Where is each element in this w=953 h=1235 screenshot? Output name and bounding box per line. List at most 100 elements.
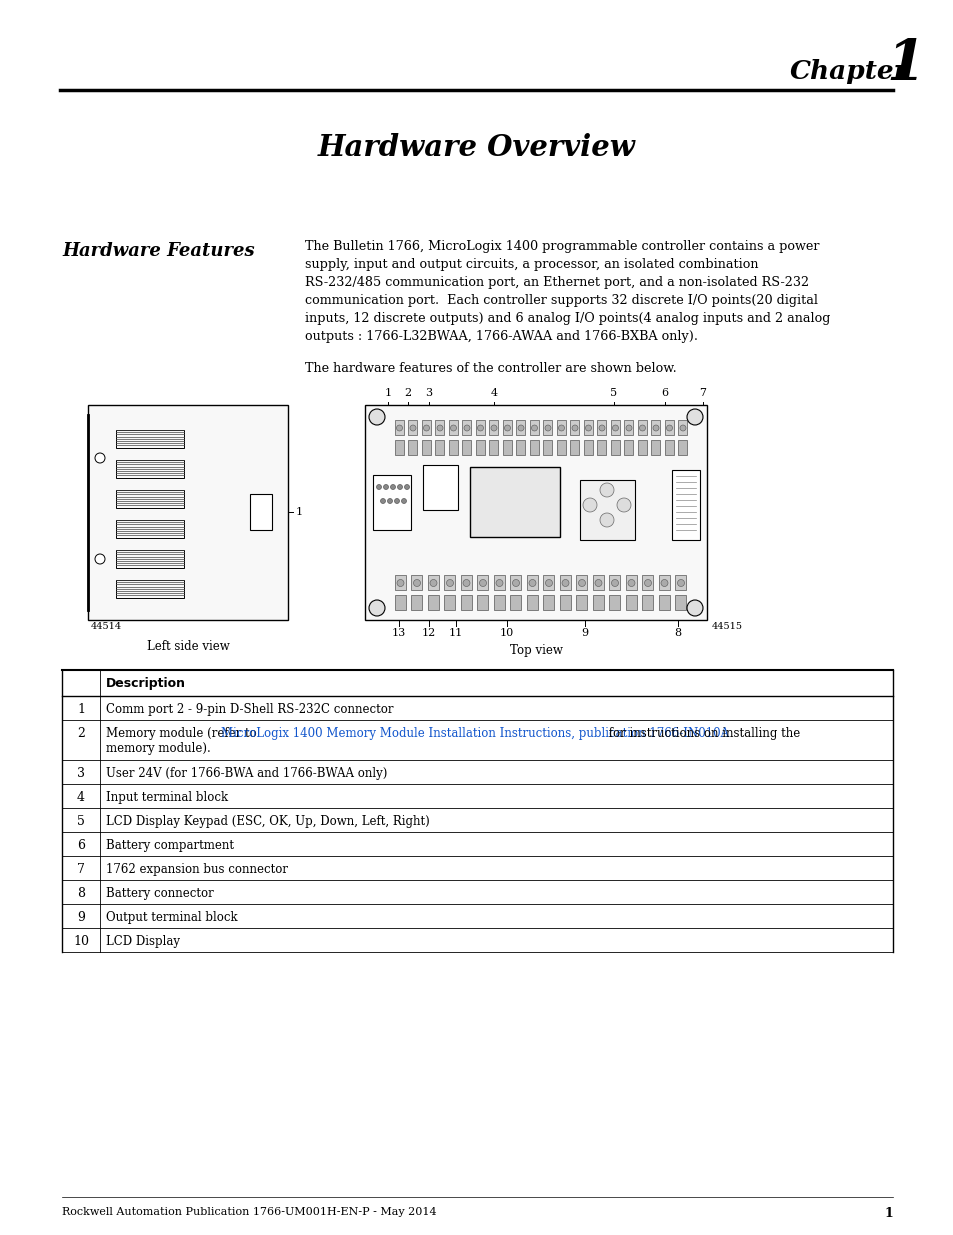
Circle shape — [401, 499, 406, 504]
Circle shape — [660, 579, 667, 587]
Bar — [557, 440, 565, 454]
Text: 2: 2 — [77, 727, 85, 740]
Bar — [543, 595, 554, 610]
Text: MicroLogix 1400 Memory Module Installation Instructions, publication 1766-IN010A: MicroLogix 1400 Memory Module Installati… — [221, 727, 728, 740]
Text: 8: 8 — [674, 629, 680, 638]
Bar — [576, 595, 587, 610]
Bar — [641, 576, 653, 590]
Text: LCD Display Keypad (ESC, OK, Up, Down, Left, Right): LCD Display Keypad (ESC, OK, Up, Down, L… — [106, 815, 429, 827]
Circle shape — [599, 513, 614, 527]
Bar — [502, 440, 512, 454]
Text: 44515: 44515 — [711, 622, 742, 631]
Text: supply, input and output circuits, a processor, an isolated combination: supply, input and output circuits, a pro… — [305, 258, 758, 270]
Circle shape — [686, 600, 702, 616]
Circle shape — [390, 484, 395, 489]
Bar — [625, 576, 637, 590]
Circle shape — [599, 483, 614, 496]
Circle shape — [446, 579, 453, 587]
Text: Output terminal block: Output terminal block — [106, 911, 237, 924]
Bar — [428, 576, 438, 590]
Bar — [408, 440, 417, 454]
Circle shape — [95, 453, 105, 463]
Bar — [116, 459, 184, 478]
Circle shape — [383, 484, 388, 489]
Text: memory module).: memory module). — [106, 742, 211, 755]
Circle shape — [413, 579, 420, 587]
Bar — [411, 576, 422, 590]
Bar — [659, 576, 669, 590]
Circle shape — [644, 579, 651, 587]
Bar — [671, 471, 700, 540]
Bar — [559, 595, 571, 610]
Text: 1: 1 — [883, 1207, 892, 1220]
Bar — [435, 420, 444, 435]
Bar — [470, 467, 559, 537]
Bar — [395, 420, 403, 435]
Circle shape — [496, 579, 502, 587]
Text: The hardware features of the controller are shown below.: The hardware features of the controller … — [305, 362, 676, 375]
Bar — [526, 595, 537, 610]
Bar — [435, 440, 444, 454]
Circle shape — [598, 425, 604, 431]
Bar — [365, 405, 706, 620]
Circle shape — [625, 425, 631, 431]
Text: Rockwell Automation Publication 1766-UM001H-EN-P - May 2014: Rockwell Automation Publication 1766-UM0… — [62, 1207, 436, 1216]
Circle shape — [369, 600, 385, 616]
Bar — [593, 595, 603, 610]
Text: 12: 12 — [421, 629, 436, 638]
Circle shape — [544, 425, 551, 431]
Bar — [659, 595, 669, 610]
Bar — [421, 420, 431, 435]
Circle shape — [582, 498, 597, 513]
Text: 2: 2 — [404, 388, 411, 398]
Bar — [543, 576, 554, 590]
Circle shape — [504, 425, 510, 431]
Bar — [610, 440, 619, 454]
Text: RS-232/485 communication port, an Ethernet port, and a non-isolated RS-232: RS-232/485 communication port, an Ethern… — [305, 275, 808, 289]
Bar — [460, 595, 472, 610]
Bar — [570, 440, 578, 454]
Text: 10: 10 — [499, 629, 514, 638]
Bar — [494, 576, 504, 590]
Circle shape — [396, 579, 403, 587]
Circle shape — [477, 425, 483, 431]
Text: 1: 1 — [77, 703, 85, 716]
Text: 13: 13 — [392, 629, 406, 638]
Text: 3: 3 — [425, 388, 432, 398]
Circle shape — [561, 579, 568, 587]
Text: 1762 expansion bus connector: 1762 expansion bus connector — [106, 863, 288, 876]
Bar — [543, 420, 552, 435]
Circle shape — [529, 579, 536, 587]
Text: for instructions on installing the: for instructions on installing the — [604, 727, 800, 740]
Bar — [477, 595, 488, 610]
Bar — [502, 420, 512, 435]
Circle shape — [558, 425, 564, 431]
Text: 6: 6 — [660, 388, 668, 398]
Bar — [610, 420, 619, 435]
Text: 6: 6 — [77, 839, 85, 852]
Text: 44514: 44514 — [91, 622, 122, 631]
Bar — [678, 440, 687, 454]
Bar — [624, 440, 633, 454]
Bar — [477, 576, 488, 590]
Bar — [576, 576, 587, 590]
Circle shape — [450, 425, 456, 431]
Bar — [116, 430, 184, 448]
Text: inputs, 12 discrete outputs) and 6 analog I/O points(4 analog inputs and 2 analo: inputs, 12 discrete outputs) and 6 analo… — [305, 312, 829, 325]
Circle shape — [380, 499, 385, 504]
Circle shape — [95, 555, 105, 564]
Bar — [373, 475, 411, 530]
Circle shape — [677, 579, 684, 587]
Text: Comm port 2 - 9-pin D-Shell RS-232C connector: Comm port 2 - 9-pin D-Shell RS-232C conn… — [106, 703, 393, 716]
Text: Battery compartment: Battery compartment — [106, 839, 233, 852]
Bar — [526, 576, 537, 590]
Bar — [664, 420, 673, 435]
Text: 7: 7 — [77, 863, 85, 876]
Circle shape — [404, 484, 409, 489]
Bar — [510, 595, 521, 610]
Bar — [583, 420, 593, 435]
Bar — [597, 420, 606, 435]
Circle shape — [652, 425, 659, 431]
Bar — [678, 420, 687, 435]
Circle shape — [423, 425, 429, 431]
